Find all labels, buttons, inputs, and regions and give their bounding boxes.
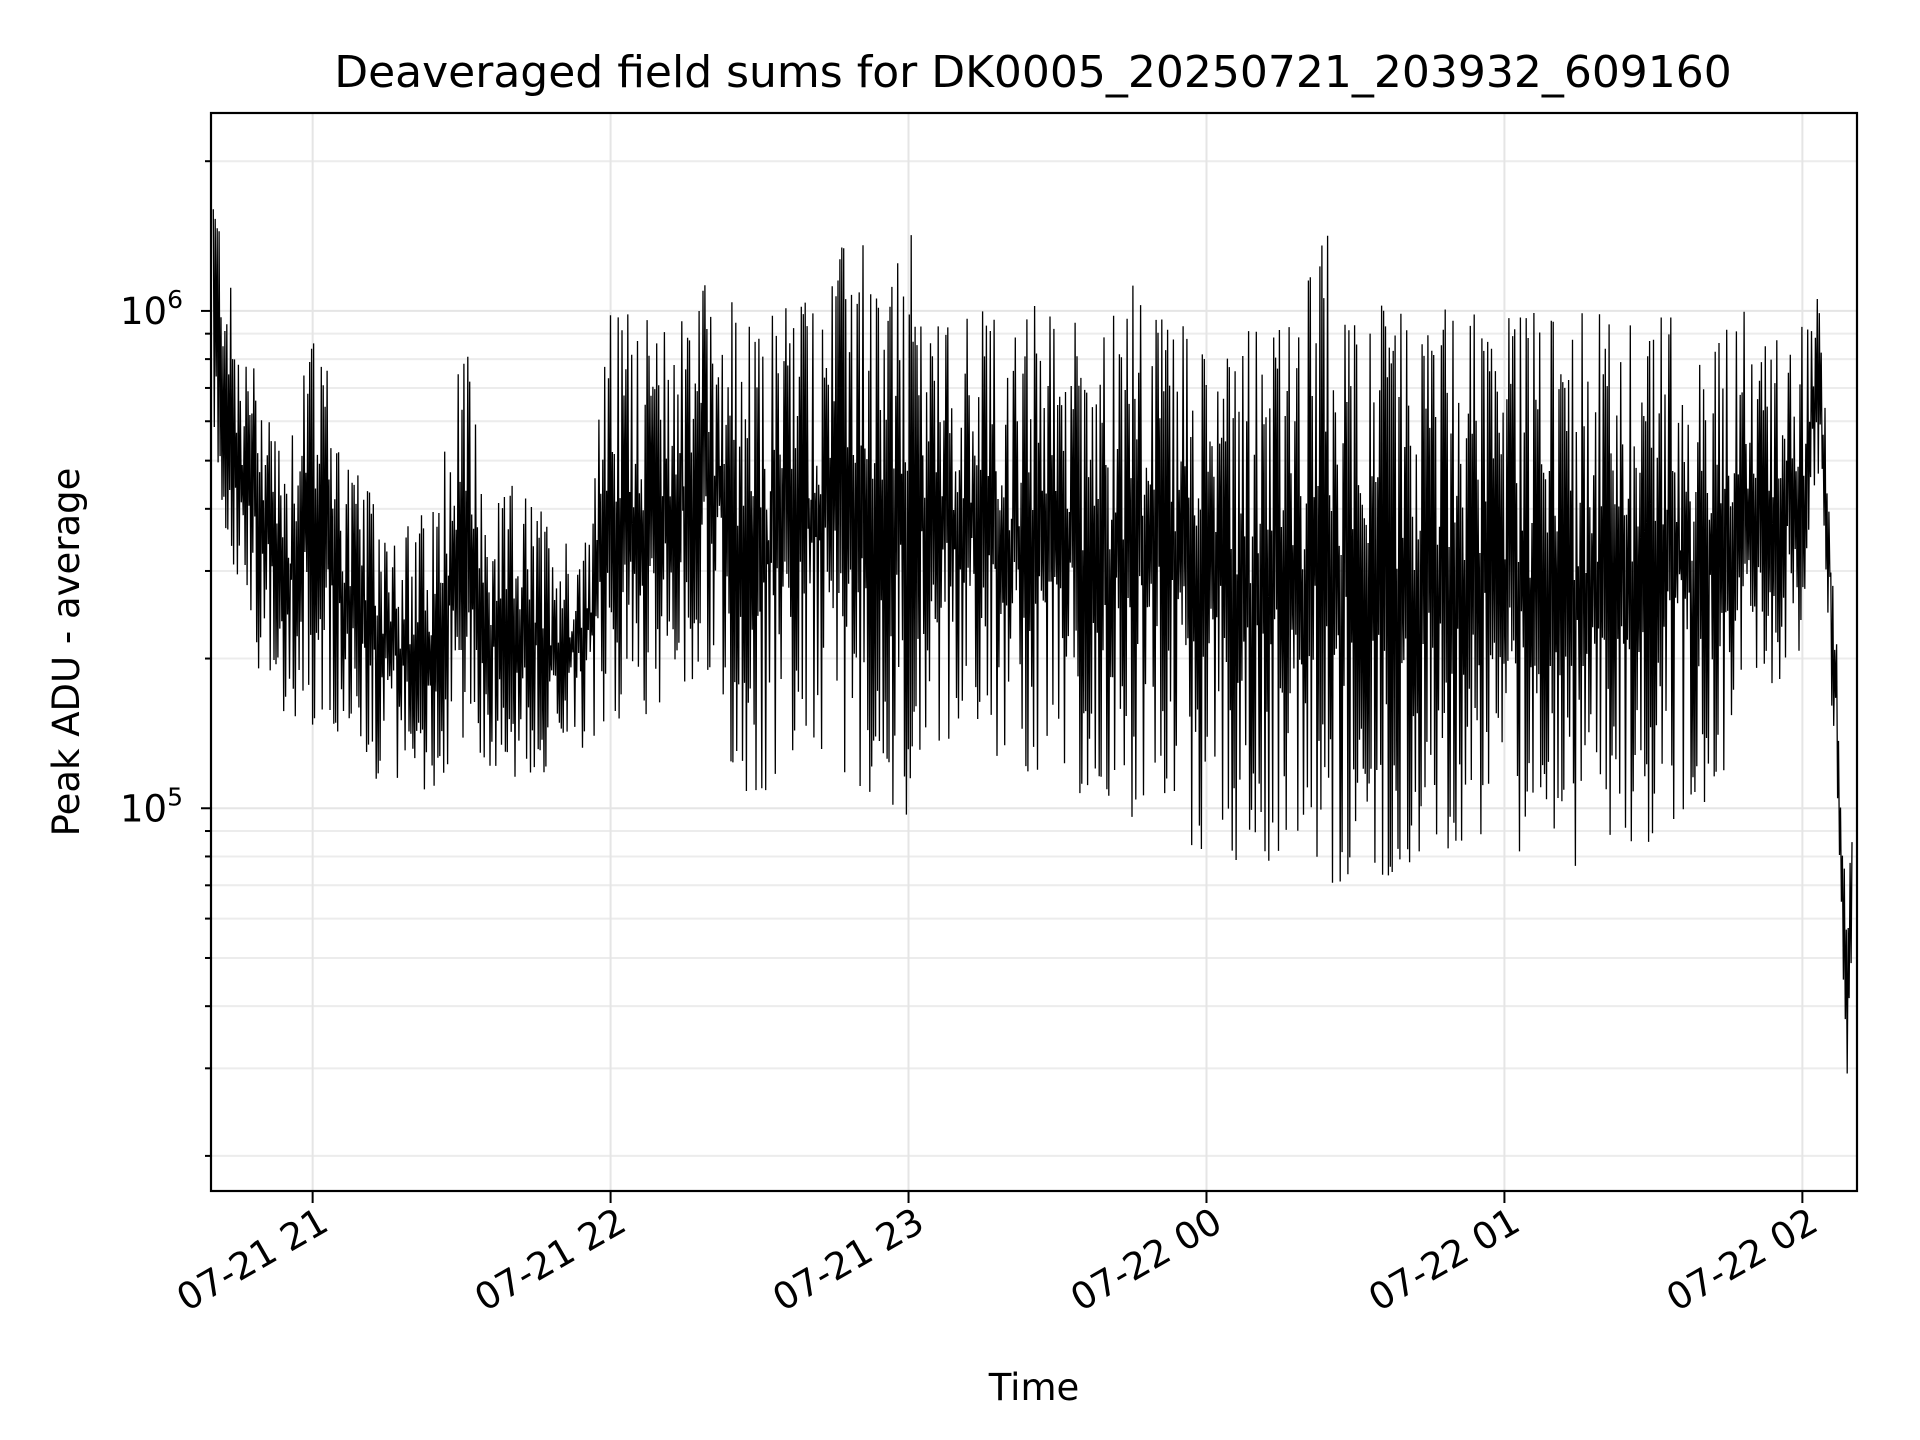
y-axis-label: Peak ADU - average — [45, 468, 88, 837]
x-tick-label: 07-21 22 — [468, 1200, 634, 1320]
y-axis: 105 106 — [120, 160, 211, 1157]
x-tick-label: 07-22 00 — [1063, 1200, 1229, 1320]
y-tick-label: 106 — [120, 285, 183, 333]
x-tick-label: 07-22 02 — [1659, 1200, 1825, 1320]
x-axis: 07-21 21 07-21 22 07-21 23 07-22 00 07-22 01… — [170, 1191, 1825, 1320]
x-axis-label: Time — [988, 1366, 1080, 1409]
series-line — [212, 209, 1853, 1074]
plot-frame — [209, 111, 1859, 1193]
y-tick-label: 105 — [120, 782, 183, 830]
chart-title: Deaveraged field sums for DK0005_2025072… — [334, 47, 1732, 98]
x-tick-label: 07-21 23 — [765, 1200, 931, 1320]
x-tick-label: 07-21 21 — [170, 1200, 336, 1320]
x-tick-label: 07-22 01 — [1361, 1200, 1527, 1320]
